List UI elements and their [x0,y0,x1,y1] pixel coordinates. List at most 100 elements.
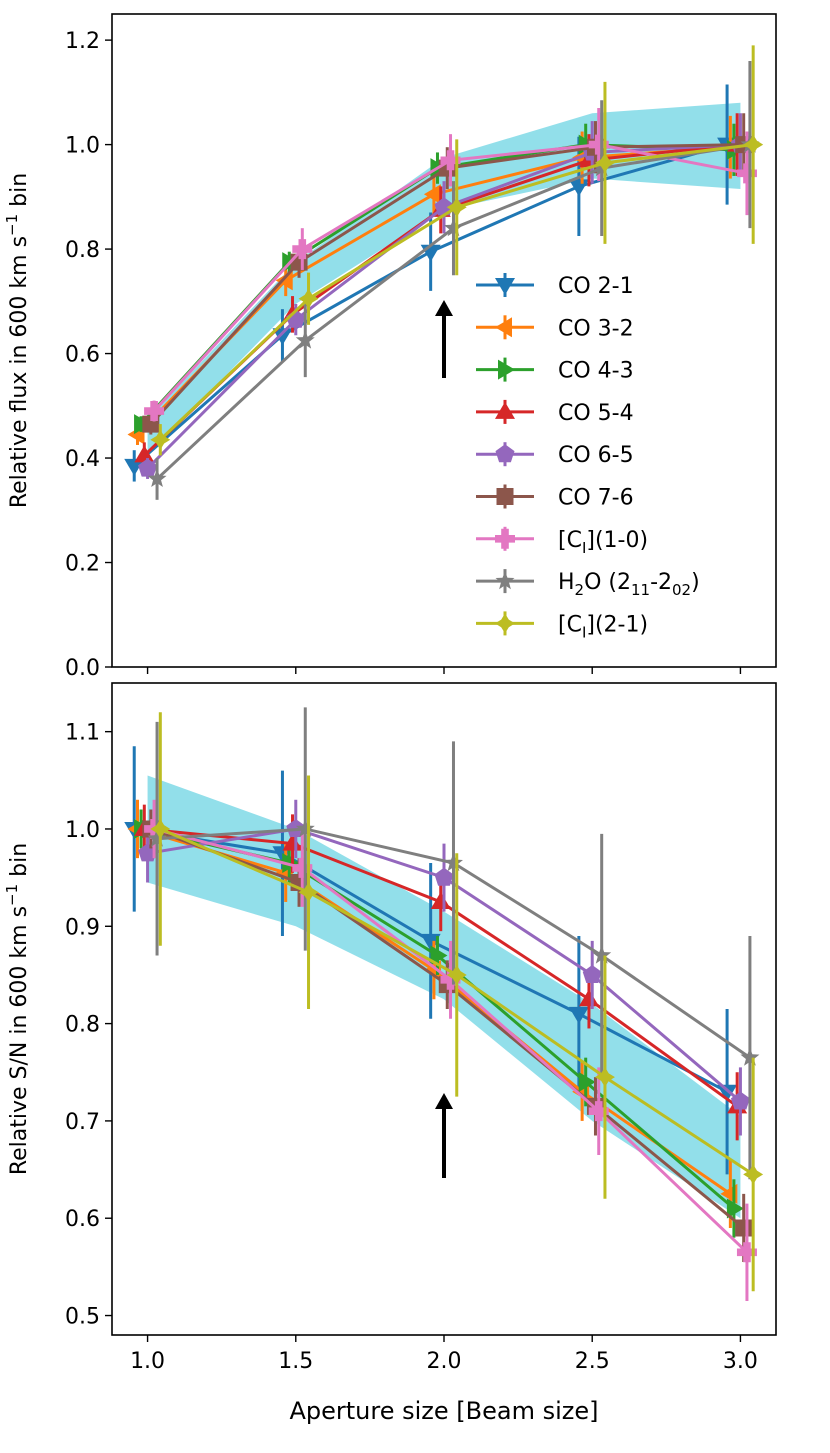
y-tick-label: 1.0 [65,134,100,159]
data-point [292,239,313,260]
data-point [735,1219,753,1237]
series--ci-2-1- [150,712,764,1292]
legend-item: CO 6-5 [476,442,634,468]
data-point [138,458,158,477]
y-tick-label: 0.8 [65,238,100,263]
y-tick-label: 0.5 [65,1305,100,1330]
data-point [292,857,313,878]
data-point [736,163,757,184]
legend-marker [495,444,515,463]
data-point [743,134,764,155]
legend-label: CO 2-1 [558,274,634,299]
legend-label: CO 4-3 [558,359,634,384]
legend-marker [495,278,515,295]
data-point [582,964,602,984]
y-tick-label: 1.1 [65,721,100,746]
data-point [298,288,319,309]
legend-marker [496,488,514,505]
data-point [578,1071,596,1092]
x-tick-label: 1.0 [130,1349,165,1374]
data-point [150,429,171,450]
legend-item: CO 3-2 [476,315,634,341]
data-point [588,1101,609,1122]
y-tick-label: 0.0 [65,656,100,681]
top-panel: 0.0 0.2 0.4 0.6 0.8 1.0 1.2 Relative flux in 60… [3,13,777,681]
legend-label: CO 7-6 [558,486,634,511]
legend-marker [498,359,515,380]
arrow-head [435,300,453,316]
data-point [592,945,612,964]
data-point [743,1164,764,1185]
data-point [282,853,300,874]
x-tick-label: 2.5 [575,1349,610,1374]
legend-marker [495,401,515,419]
data-point [736,1242,757,1263]
data-point [298,882,319,903]
x-tick-label: 3.0 [723,1349,758,1374]
y-axis-label-sn: Relative S/N in 600 km s−1 bin [3,843,32,1175]
data-point [588,134,609,155]
x-tick-label: 2.0 [427,1349,462,1374]
legend-label: [CI](1-0) [558,528,648,557]
legend-marker [495,528,515,549]
data-point [594,1067,615,1088]
data-point [286,818,306,838]
data-point [568,179,589,197]
series--ci-1-0- [144,108,757,422]
y-tick-label: 0.8 [65,1013,100,1038]
x-axis-label: Aperture size [Beam size] [289,1397,598,1425]
legend-item: CO 7-6 [476,484,634,511]
data-point [134,445,155,463]
legend-item: CO 5-4 [476,399,634,426]
y-tick-label: 0.4 [65,447,100,472]
legend-item: [CI](2-1) [476,611,648,641]
data-point [124,458,145,476]
legend-marker [495,571,515,590]
legend-item: CO 2-1 [476,273,634,299]
data-point [295,818,315,838]
legend: CO 2-1 CO 3-2 CO 4-3 CO 5-4 CO 6-5 CO 7-6 [CI]… [476,273,700,641]
y-tick-label: 0.6 [65,343,100,368]
data-point [443,218,463,237]
data-point [568,1006,589,1024]
data-point [420,933,441,951]
data-point [726,1198,744,1219]
y-tick-label: 0.7 [65,1110,100,1135]
legend-label: CO 5-4 [558,401,634,426]
y-tick-label: 0.6 [65,1207,100,1232]
y-tick-label: 1.0 [65,818,100,843]
data-point [272,328,293,346]
legend-label: [CI](2-1) [558,612,648,641]
data-point [578,989,599,1007]
series-h2o-211-202- [147,61,760,500]
legend-label: H2O (211-202) [558,570,700,599]
legend-label: CO 3-2 [558,316,634,341]
data-point [295,330,315,349]
legend-label: CO 6-5 [558,443,634,468]
data-point [740,1047,760,1066]
data-point [430,891,451,909]
data-point [423,184,441,205]
y-axis-label-flux: Relative flux in 600 km s−1 bin [3,173,32,508]
data-point [440,969,461,990]
data-point [446,197,467,218]
y-tick-label: 1.2 [65,29,100,54]
data-point [150,818,171,839]
legend-item: [CI](1-0) [476,526,648,557]
bottom-panel: 0.5 0.6 0.7 0.8 0.9 1.0 1.1 1.0 1.5 2.0 2.5 3.0 Rela… [3,682,777,1374]
data-point [147,468,167,488]
data-point [440,150,461,171]
series-h2o-211-202- [147,707,760,1180]
legend-marker [495,613,515,634]
data-point [430,945,448,966]
series--ci-2-1- [150,45,764,456]
y-tick-label: 0.2 [65,552,100,577]
y-tick-label: 0.9 [65,915,100,940]
data-point [594,152,615,173]
data-point [282,833,303,851]
data-point [434,867,454,886]
data-point [443,853,463,872]
legend-marker [495,317,512,338]
